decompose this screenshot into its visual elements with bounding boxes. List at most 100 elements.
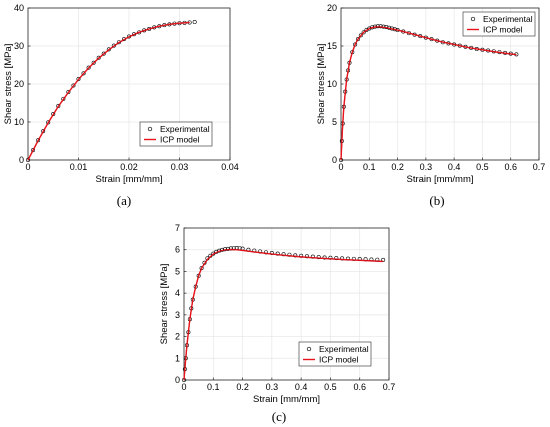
data-point-experimental bbox=[334, 256, 339, 261]
data-point-experimental bbox=[378, 24, 383, 29]
data-point-experimental bbox=[86, 65, 91, 70]
x-tick-label: 0 bbox=[338, 162, 343, 172]
data-point-experimental bbox=[310, 254, 315, 259]
legend-entry-label: ICP model bbox=[319, 355, 359, 365]
legend-entry-label: Experimental bbox=[160, 124, 210, 134]
y-tick-label: 20 bbox=[14, 79, 24, 89]
plot-area-frame bbox=[183, 227, 390, 381]
x-axis-label: Strain [mm/mm] bbox=[95, 174, 162, 185]
legend-entry-label: Experimental bbox=[483, 14, 533, 24]
data-point-experimental bbox=[31, 148, 36, 153]
x-tick-label: 0.5 bbox=[324, 382, 337, 392]
series-line-icp-model-overlay bbox=[340, 26, 517, 161]
x-tick-label: 0.02 bbox=[120, 162, 138, 172]
y-tick-label: 30 bbox=[14, 41, 24, 51]
data-point-experimental bbox=[76, 77, 81, 82]
data-point-experimental bbox=[91, 60, 96, 65]
data-point-experimental bbox=[293, 253, 298, 258]
x-tick-label: 0 bbox=[25, 162, 30, 172]
data-point-experimental bbox=[361, 30, 366, 35]
legend-entry-label: ICP model bbox=[160, 135, 200, 145]
y-tick-label: 0 bbox=[175, 375, 180, 385]
y-axis-label: Shear stress [MPa] bbox=[316, 44, 327, 125]
x-tick-label: 0.6 bbox=[353, 382, 366, 392]
y-tick-label: 5 bbox=[175, 266, 180, 276]
data-point-experimental bbox=[66, 89, 71, 94]
data-point-experimental bbox=[358, 33, 363, 38]
series-line-icp-model-overlay bbox=[183, 248, 384, 381]
legend-box bbox=[462, 11, 536, 37]
data-point-experimental bbox=[269, 250, 274, 255]
x-tick-label: 0.5 bbox=[476, 162, 489, 172]
data-point-experimental bbox=[41, 129, 46, 134]
y-tick-label: 3 bbox=[175, 310, 180, 320]
y-tick-label: 2 bbox=[175, 332, 180, 342]
data-point-experimental bbox=[316, 255, 321, 260]
y-tick-label: 5 bbox=[332, 117, 337, 127]
panel-label-b: (b) bbox=[429, 193, 444, 208]
data-point-experimental bbox=[322, 255, 327, 260]
legend-marker-experimental bbox=[306, 346, 312, 352]
data-point-experimental bbox=[304, 254, 309, 259]
x-tick-label: 0.04 bbox=[221, 162, 239, 172]
y-tick-label: 4 bbox=[175, 288, 180, 298]
panel-label-c: (c) bbox=[272, 409, 286, 424]
legend-marker-experimental bbox=[147, 126, 153, 132]
data-point-experimental bbox=[71, 83, 76, 88]
y-tick-label: 40 bbox=[14, 3, 24, 13]
data-point-experimental bbox=[25, 158, 30, 163]
data-point-experimental bbox=[228, 246, 233, 251]
x-tick-label: 0.4 bbox=[448, 162, 461, 172]
data-point-experimental bbox=[281, 252, 286, 257]
x-tick-label: 0.01 bbox=[70, 162, 88, 172]
data-point-experimental bbox=[192, 20, 197, 25]
y-tick-label: 6 bbox=[175, 245, 180, 255]
y-tick-label: 15 bbox=[327, 41, 337, 51]
data-point-experimental bbox=[263, 250, 268, 255]
y-tick-label: 20 bbox=[327, 3, 337, 13]
chart-panel-1: 0 0.1 0.2 0.3 0.4 0.5 0.6 0.7 0 5 10 15 20 Strain [mm… bbox=[316, 3, 545, 185]
x-axis-label: Strain [mm/mm] bbox=[406, 174, 473, 185]
chart-panel-0: 0 0.01 0.02 0.03 0.04 0 10 20 30 40 Strain [mm/mm]… bbox=[3, 3, 239, 185]
data-point-experimental bbox=[375, 24, 380, 29]
data-point-experimental bbox=[340, 256, 345, 261]
panel-label-a: (a) bbox=[117, 193, 131, 208]
data-point-experimental bbox=[101, 51, 106, 56]
x-axis-label: Strain [mm/mm] bbox=[253, 394, 320, 405]
data-point-experimental bbox=[106, 47, 111, 52]
data-point-experimental bbox=[81, 71, 86, 76]
x-tick-label: 0 bbox=[181, 382, 186, 392]
data-point-experimental bbox=[287, 252, 292, 257]
legend-box bbox=[298, 341, 372, 367]
data-point-experimental bbox=[46, 120, 51, 125]
x-tick-label: 0.7 bbox=[383, 382, 396, 392]
data-point-experimental bbox=[275, 251, 280, 256]
legend-entry-label: ICP model bbox=[483, 25, 523, 35]
y-axis-label: Shear stress [MPa] bbox=[3, 44, 14, 125]
data-point-experimental bbox=[51, 112, 56, 117]
legend-box bbox=[139, 121, 213, 147]
data-point-experimental bbox=[36, 138, 41, 143]
x-tick-label: 0.03 bbox=[171, 162, 189, 172]
data-point-experimental bbox=[199, 266, 204, 271]
x-tick-label: 0.3 bbox=[420, 162, 433, 172]
x-tick-label: 0.2 bbox=[236, 382, 249, 392]
x-tick-label: 0.2 bbox=[391, 162, 404, 172]
y-axis-label: Shear stress [MPa] bbox=[159, 264, 170, 345]
x-tick-label: 0.1 bbox=[207, 382, 220, 392]
x-tick-label: 0.4 bbox=[295, 382, 308, 392]
y-tick-label: 0 bbox=[332, 155, 337, 165]
x-tick-label: 0.3 bbox=[266, 382, 279, 392]
y-tick-label: 10 bbox=[14, 117, 24, 127]
legend-marker-experimental bbox=[470, 16, 476, 22]
data-point-experimental bbox=[381, 257, 386, 262]
x-tick-label: 0.7 bbox=[533, 162, 546, 172]
data-point-experimental bbox=[353, 42, 358, 47]
x-tick-label: 0.1 bbox=[363, 162, 376, 172]
x-tick-label: 0.6 bbox=[504, 162, 517, 172]
series-line-icp-model-overlay bbox=[27, 21, 190, 161]
data-point-experimental bbox=[225, 246, 230, 251]
